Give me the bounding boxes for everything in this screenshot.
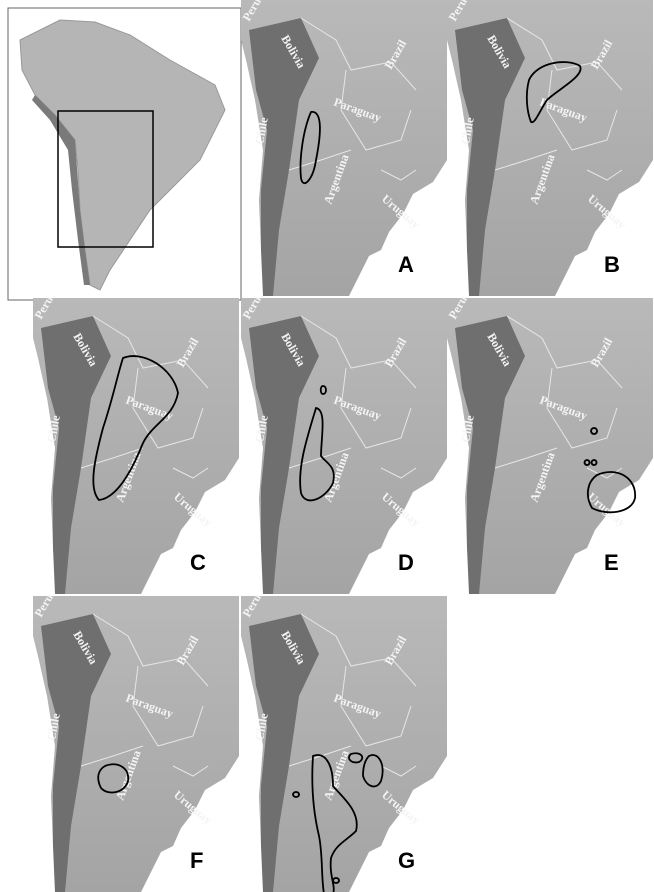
panel-label: D bbox=[398, 550, 414, 575]
figure: PeruBoliviaBrazilParaguayChileArgentinaU… bbox=[0, 0, 654, 892]
panel-label: A bbox=[398, 252, 414, 277]
panel-label: E bbox=[604, 550, 619, 575]
panel-label: B bbox=[604, 252, 620, 277]
overview-map bbox=[8, 8, 241, 300]
panel-label: F bbox=[190, 848, 203, 873]
panel-label: C bbox=[190, 550, 206, 575]
panel-label: G bbox=[398, 848, 415, 873]
